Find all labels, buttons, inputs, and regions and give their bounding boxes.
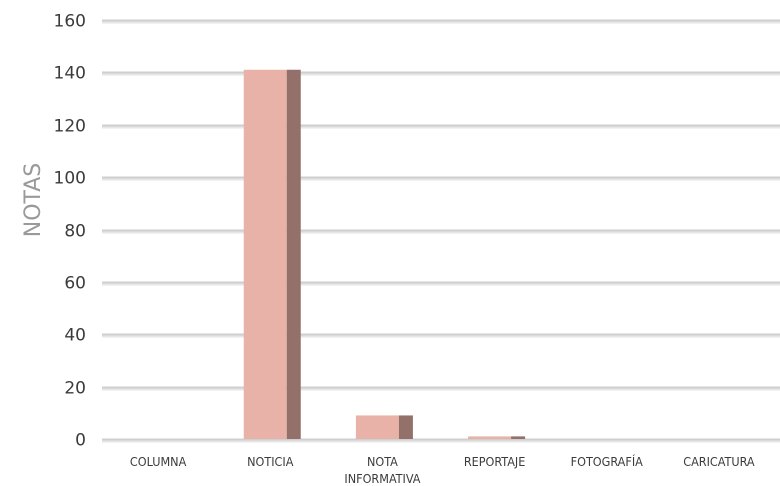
bar (355, 415, 399, 439)
x-tick-label: REPORTAJE (464, 454, 525, 469)
bars (243, 69, 526, 439)
y-tick-label: 140 (54, 64, 86, 84)
y-tick-label: 80 (64, 222, 86, 242)
y-axis-ticks: 0 20 40 60 80 100 120 140 160 (54, 12, 86, 451)
x-axis-ticks: COLUMNA NOTICIA NOTA INFORMATIVA REPORTAJE FO… (130, 454, 755, 486)
y-tick-label: 0 (75, 431, 86, 451)
x-tick-label: FOTOGRAFÍA (571, 454, 644, 469)
y-tick-label: 120 (54, 117, 86, 137)
x-tick-label: NOTA INFORMATIVA (344, 454, 420, 486)
y-axis-title: NOTAS (21, 163, 46, 238)
y-tick-label: 100 (54, 169, 86, 189)
bar (243, 69, 287, 439)
y-tick-label: 60 (64, 274, 86, 294)
y-tick-label: 40 (64, 326, 86, 346)
x-tick-label: COLUMNA (130, 454, 187, 469)
bar-side (286, 69, 301, 439)
x-tick-label: NOTICIA (247, 454, 294, 469)
y-tick-label: 160 (54, 12, 86, 32)
x-tick-label: CARICATURA (683, 454, 755, 469)
bar-side (511, 436, 526, 439)
y-tick-label: 20 (64, 379, 86, 399)
bar (468, 436, 512, 439)
bar-side (398, 415, 413, 439)
gridlines (102, 19, 780, 443)
